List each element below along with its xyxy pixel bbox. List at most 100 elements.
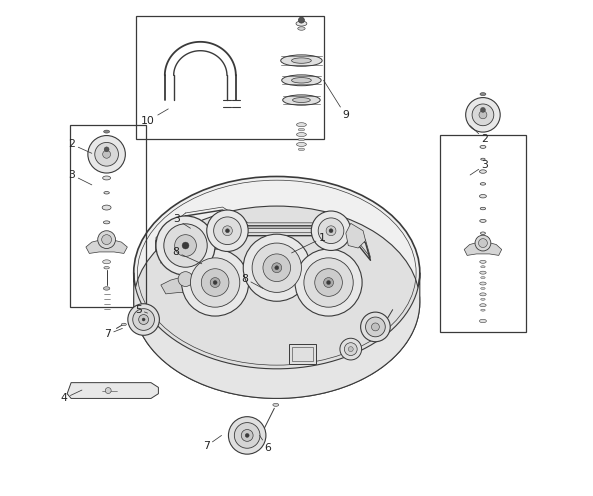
Circle shape [190, 258, 240, 307]
Ellipse shape [292, 98, 310, 103]
Circle shape [88, 135, 125, 173]
Circle shape [311, 211, 350, 250]
Circle shape [225, 229, 229, 233]
Circle shape [361, 312, 390, 342]
Circle shape [475, 235, 491, 251]
Ellipse shape [298, 27, 305, 30]
Circle shape [234, 423, 260, 448]
Ellipse shape [480, 232, 486, 235]
Bar [292, 347, 313, 362]
Ellipse shape [273, 403, 279, 406]
Bar [289, 344, 316, 364]
Circle shape [103, 150, 110, 158]
Circle shape [228, 417, 266, 454]
Circle shape [104, 147, 109, 152]
Ellipse shape [480, 293, 486, 296]
Ellipse shape [103, 260, 110, 264]
Circle shape [479, 239, 487, 248]
Ellipse shape [134, 206, 420, 398]
Circle shape [329, 229, 333, 233]
Text: 9: 9 [324, 80, 349, 120]
Circle shape [164, 224, 207, 267]
Ellipse shape [481, 309, 485, 311]
Circle shape [142, 318, 145, 321]
Circle shape [327, 281, 330, 285]
Polygon shape [86, 241, 127, 253]
Ellipse shape [480, 145, 486, 148]
Circle shape [371, 323, 380, 331]
Polygon shape [134, 273, 420, 398]
Ellipse shape [292, 77, 311, 83]
Circle shape [295, 249, 362, 316]
Ellipse shape [480, 260, 486, 263]
Circle shape [181, 249, 248, 316]
Bar [439, 134, 526, 332]
Ellipse shape [481, 298, 485, 300]
Circle shape [243, 234, 310, 301]
Ellipse shape [298, 148, 305, 151]
Circle shape [101, 235, 111, 245]
Circle shape [275, 266, 279, 270]
Ellipse shape [481, 288, 485, 290]
Circle shape [298, 17, 304, 23]
Ellipse shape [480, 219, 486, 222]
Circle shape [318, 218, 344, 244]
Ellipse shape [104, 266, 109, 269]
Ellipse shape [480, 271, 486, 274]
Ellipse shape [283, 95, 320, 105]
Ellipse shape [280, 55, 322, 66]
Polygon shape [346, 223, 365, 248]
Ellipse shape [480, 282, 486, 285]
Circle shape [156, 216, 215, 275]
Text: 4: 4 [60, 390, 82, 403]
Bar [69, 124, 146, 307]
Circle shape [345, 343, 357, 356]
Circle shape [128, 304, 160, 335]
Ellipse shape [480, 207, 486, 210]
Ellipse shape [296, 142, 307, 146]
Circle shape [175, 235, 196, 256]
Ellipse shape [296, 132, 307, 136]
Circle shape [105, 387, 111, 393]
Ellipse shape [298, 138, 305, 141]
Circle shape [213, 281, 217, 285]
Circle shape [95, 142, 119, 166]
Circle shape [178, 272, 193, 287]
Circle shape [326, 226, 336, 236]
Text: 2: 2 [69, 139, 92, 153]
Polygon shape [67, 382, 158, 398]
Circle shape [304, 258, 353, 307]
Text: 2: 2 [470, 125, 488, 144]
Circle shape [201, 269, 229, 296]
Text: 3: 3 [69, 170, 92, 185]
Circle shape [98, 231, 116, 248]
Polygon shape [161, 278, 210, 294]
Ellipse shape [481, 277, 485, 279]
Circle shape [272, 263, 282, 273]
Circle shape [348, 347, 353, 352]
Circle shape [365, 317, 385, 337]
Ellipse shape [103, 287, 110, 290]
Ellipse shape [480, 319, 486, 323]
Text: 8: 8 [241, 274, 263, 289]
Circle shape [466, 98, 500, 132]
Circle shape [207, 210, 248, 251]
Ellipse shape [103, 176, 110, 180]
Text: 7: 7 [104, 328, 122, 339]
Text: 7: 7 [203, 435, 222, 451]
Ellipse shape [481, 266, 485, 268]
Text: 6: 6 [260, 435, 272, 453]
Text: 1: 1 [292, 233, 326, 253]
Circle shape [213, 217, 241, 245]
Circle shape [210, 278, 220, 288]
Circle shape [133, 309, 154, 330]
Text: 3: 3 [470, 160, 488, 175]
Circle shape [324, 278, 333, 288]
Ellipse shape [104, 191, 109, 194]
Text: 10: 10 [141, 109, 168, 126]
Circle shape [472, 104, 494, 125]
Circle shape [479, 111, 487, 119]
Ellipse shape [296, 21, 307, 26]
Circle shape [245, 434, 249, 437]
Text: 8: 8 [172, 247, 202, 264]
